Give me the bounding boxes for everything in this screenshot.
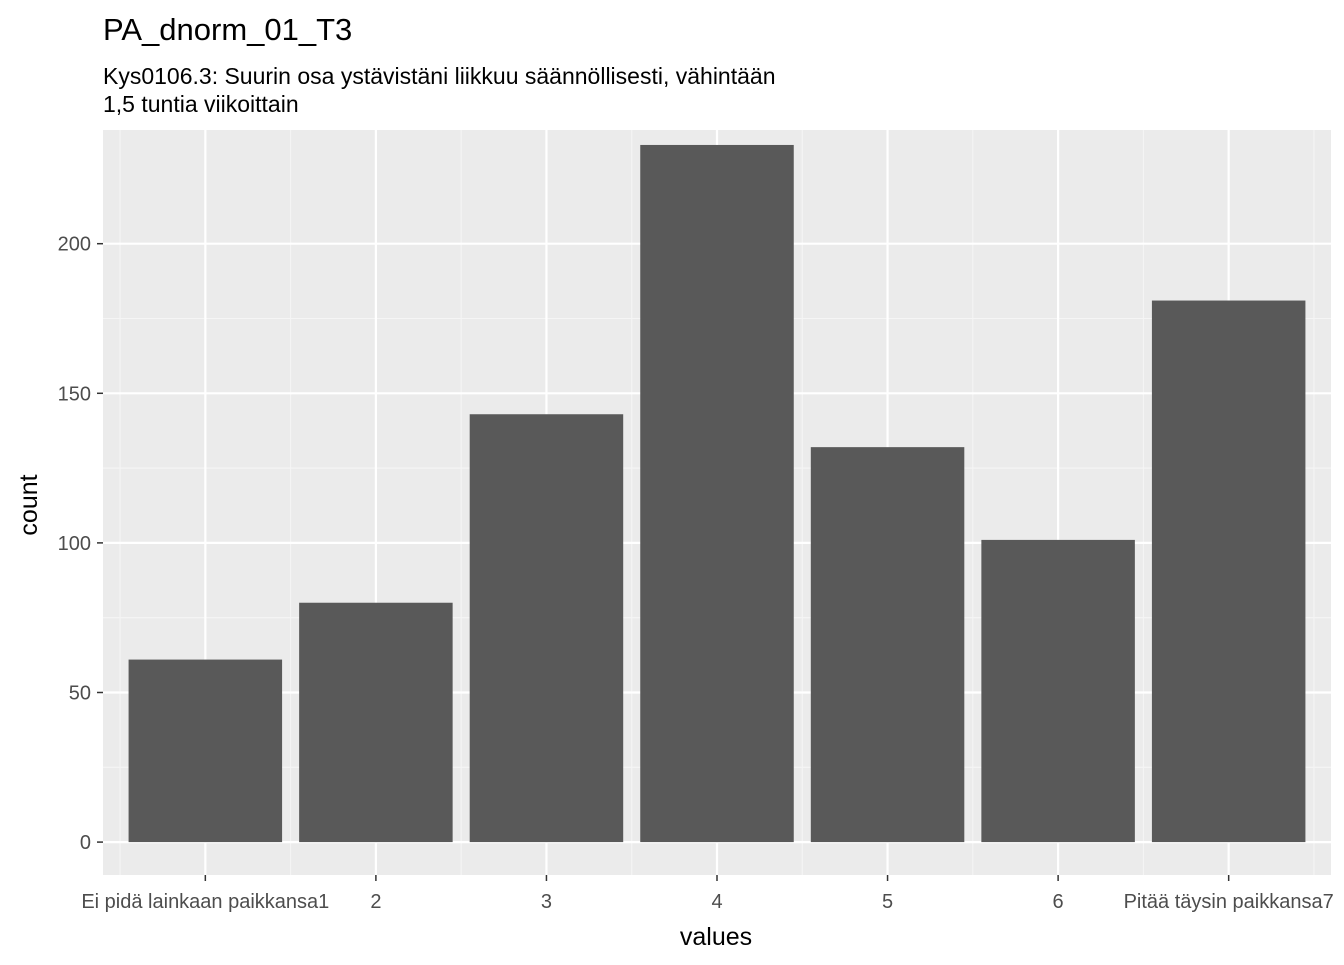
x-tick-label: 4 [711,891,722,913]
bar [128,659,283,843]
y-tick-label: 150 [58,383,91,405]
y-tick-label: 100 [58,533,91,555]
bar [299,602,453,843]
bar [810,447,965,843]
bar [981,539,1135,843]
y-tick-label: 50 [69,682,91,704]
bar [640,144,794,843]
y-tick-label: 200 [58,234,91,256]
chart-title: PA_dnorm_01_T3 [103,12,352,47]
y-tick-label: 0 [80,832,91,854]
x-tick-label: 5 [882,891,893,913]
x-tick-label: 3 [541,891,552,913]
chart-subtitle-line-2: 1,5 tuntia viikoittain [103,91,299,117]
bars [128,144,1306,843]
x-axis: Ei pidä lainkaan paikkansa1 2 3 4 5 6 Pitää tä… [81,875,1334,913]
x-tick-label: 2 [370,891,381,913]
y-axis-title: count [15,474,43,535]
bar [1151,300,1306,843]
bar [469,414,624,843]
x-tick-label: Ei pidä lainkaan paikkansa1 [81,891,329,913]
x-tick-label: Pitää täysin paikkansa7 [1124,891,1334,913]
x-tick-label: 6 [1053,891,1064,913]
y-axis: 0 50 100 150 200 [58,234,103,854]
chart-subtitle-line-1: Kys0106.3: Suurin osa ystävistäni liikku… [103,63,776,89]
x-axis-title: values [680,923,752,951]
